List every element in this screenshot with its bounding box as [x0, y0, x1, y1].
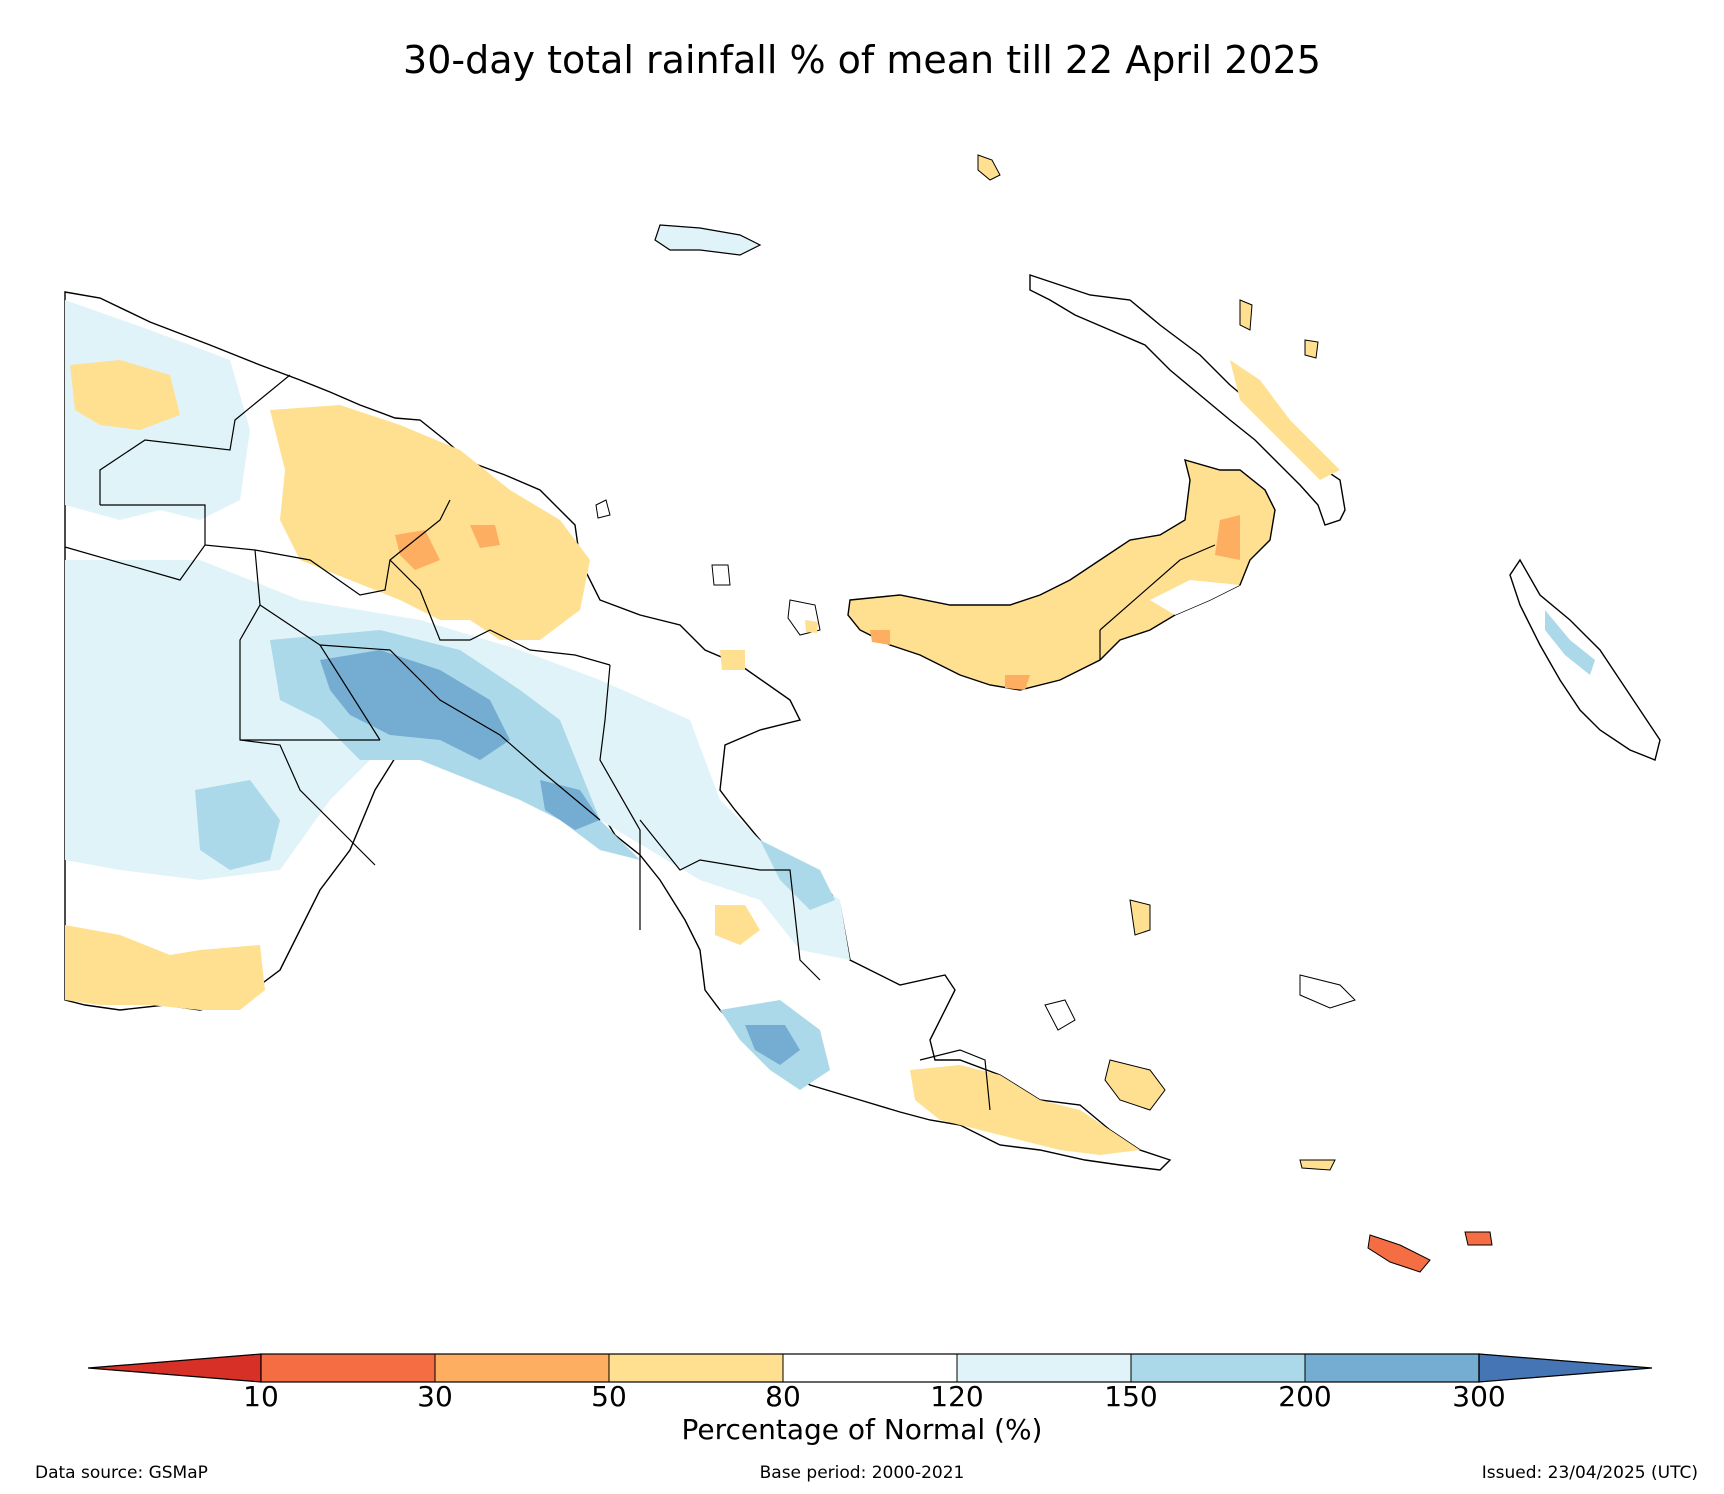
- new-britain-outline: [847, 458, 1276, 691]
- patch-dark-blue-highlands: [320, 650, 510, 760]
- colorbar-tick-150: 150: [1104, 1380, 1158, 1413]
- colorbar-bin-200-300: [1305, 1354, 1479, 1382]
- colorbar-under-arrow: [87, 1353, 262, 1383]
- colorbar-bin-80-120: [783, 1354, 957, 1382]
- data-source-note: Data source: GSMaP: [35, 1463, 208, 1483]
- new-britain: [847, 458, 1276, 691]
- colorbar-tick-50: 50: [591, 1380, 627, 1413]
- long-island: [711, 564, 731, 586]
- new-ireland: [1029, 274, 1346, 526]
- bougainville-blue: [1545, 610, 1595, 675]
- colorbar-bin-150-200: [1131, 1354, 1305, 1382]
- tabar-island: [1239, 299, 1253, 331]
- colorbar-bin-10-30: [261, 1354, 435, 1382]
- base-period-note: Base period: 2000-2021: [759, 1463, 965, 1483]
- patch-yellow-northwest: [70, 360, 180, 430]
- karkar-island: [595, 499, 611, 519]
- province-boundaries: [64, 374, 991, 1111]
- woodlark-island: [1299, 974, 1356, 1009]
- colorbar-tick-10: 10: [243, 1380, 279, 1413]
- patch-yellow-northeast: [720, 650, 745, 670]
- trobriand-island: [1129, 899, 1151, 936]
- milne-small-island: [1299, 1159, 1336, 1171]
- mussau-island: [977, 154, 1001, 181]
- umboi-island-yellow: [805, 620, 818, 633]
- colorbar-tick-300: 300: [1452, 1380, 1506, 1413]
- patch-yellow-southwest: [65, 925, 265, 1010]
- louisiade-island-2: [1464, 1231, 1493, 1246]
- new-britain-orange-3: [1005, 675, 1030, 690]
- new-britain-orange-1: [1215, 515, 1240, 560]
- patch-dark-blue-east: [540, 780, 600, 830]
- mainland-png: [64, 291, 1172, 1171]
- patch-orange-north-2: [470, 525, 500, 548]
- colorbar-tick-80: 80: [765, 1380, 801, 1413]
- normanby-island: [1044, 999, 1076, 1031]
- patch-dark-blue-southeast: [745, 1025, 800, 1065]
- louisiade-island-1: [1367, 1234, 1431, 1273]
- colorbar-bin-120-150: [957, 1354, 1131, 1382]
- patch-orange-north: [395, 530, 440, 570]
- patch-yellow-north-coast: [270, 405, 590, 640]
- colorbar-over-arrow: [1478, 1353, 1653, 1383]
- new-britain-white-east: [1150, 580, 1240, 615]
- colorbar-tick-30: 30: [417, 1380, 453, 1413]
- colorbar-frame: [260, 1353, 1480, 1383]
- patch-mid-blue-northeast: [760, 840, 835, 910]
- colorbar-bin-50-80: [609, 1354, 783, 1382]
- patch-mid-blue-west: [195, 780, 280, 870]
- rainfall-map: [64, 154, 1661, 1273]
- dentrecasteaux-island: [1104, 1059, 1166, 1111]
- colorbar-bin-30-50: [435, 1354, 609, 1382]
- map-title: 30-day total rainfall % of mean till 22 …: [403, 38, 1321, 82]
- colorbar-tick-200: 200: [1278, 1380, 1332, 1413]
- issued-note: Issued: 23/04/2025 (UTC): [1481, 1463, 1698, 1483]
- patch-yellow-east: [715, 905, 760, 945]
- patch-yellow-southeast-tail: [910, 1065, 1140, 1155]
- new-britain-boundary: [1099, 544, 1216, 660]
- new-ireland-yellow: [1230, 360, 1340, 480]
- colorbar-tick-120: 120: [930, 1380, 984, 1413]
- new-britain-orange-2: [870, 630, 890, 645]
- lihir-island: [1304, 339, 1319, 359]
- colorbar-label: Percentage of Normal (%): [681, 1413, 1043, 1446]
- manus-island: [654, 224, 762, 256]
